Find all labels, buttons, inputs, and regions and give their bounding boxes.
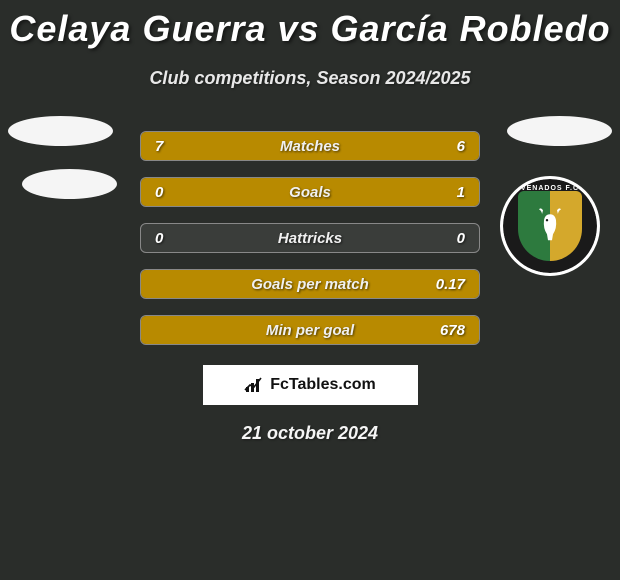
stat-row: Goals per match 0.17: [140, 269, 480, 299]
stat-fill-right: [323, 132, 479, 160]
date-text: 21 october 2024: [0, 423, 620, 444]
stat-label: Hattricks: [278, 230, 342, 247]
page-title: Celaya Guerra vs García Robledo: [0, 0, 620, 50]
stat-label: Goals per match: [251, 276, 369, 293]
club-badge: VENADOS F.C: [500, 176, 600, 276]
deer-icon: [535, 206, 565, 242]
chart-icon: [244, 376, 264, 394]
player-left-avatar-2: [22, 169, 117, 199]
player-left-avatar-1: [8, 116, 113, 146]
stat-row: Min per goal 678: [140, 315, 480, 345]
stat-row: 7 Matches 6: [140, 131, 480, 161]
stat-label: Goals: [289, 184, 331, 201]
stat-label: Min per goal: [266, 322, 354, 339]
stat-value-right: 6: [457, 138, 479, 155]
footer-brand-text: FcTables.com: [270, 376, 376, 394]
club-badge-shield: [518, 191, 582, 261]
stat-value-left: 0: [141, 230, 163, 247]
stat-row: 0 Goals 1: [140, 177, 480, 207]
stat-row: 0 Hattricks 0: [140, 223, 480, 253]
player-right-avatar-1: [507, 116, 612, 146]
stat-value-left: 0: [141, 184, 163, 201]
stat-label: Matches: [280, 138, 340, 155]
club-badge-inner: VENADOS F.C: [503, 179, 597, 273]
subtitle: Club competitions, Season 2024/2025: [0, 68, 620, 89]
footer-brand-box[interactable]: FcTables.com: [203, 365, 418, 405]
stat-value-right: 678: [440, 322, 479, 339]
stat-value-left: 7: [141, 138, 163, 155]
stats-container: VENADOS F.C 7 Matches 6 0 Goals 1 0 Hattricks 0 G…: [0, 131, 620, 444]
stat-value-right: 0: [457, 230, 479, 247]
stat-value-right: 1: [457, 184, 479, 201]
stat-value-right: 0.17: [436, 276, 479, 293]
